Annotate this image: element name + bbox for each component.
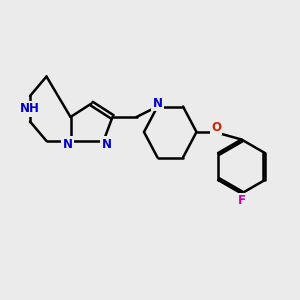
Text: F: F xyxy=(238,194,245,208)
Text: O: O xyxy=(211,121,221,134)
Text: N: N xyxy=(62,137,73,151)
Text: N: N xyxy=(101,137,112,151)
Text: N: N xyxy=(152,97,163,110)
Text: NH: NH xyxy=(20,102,40,115)
